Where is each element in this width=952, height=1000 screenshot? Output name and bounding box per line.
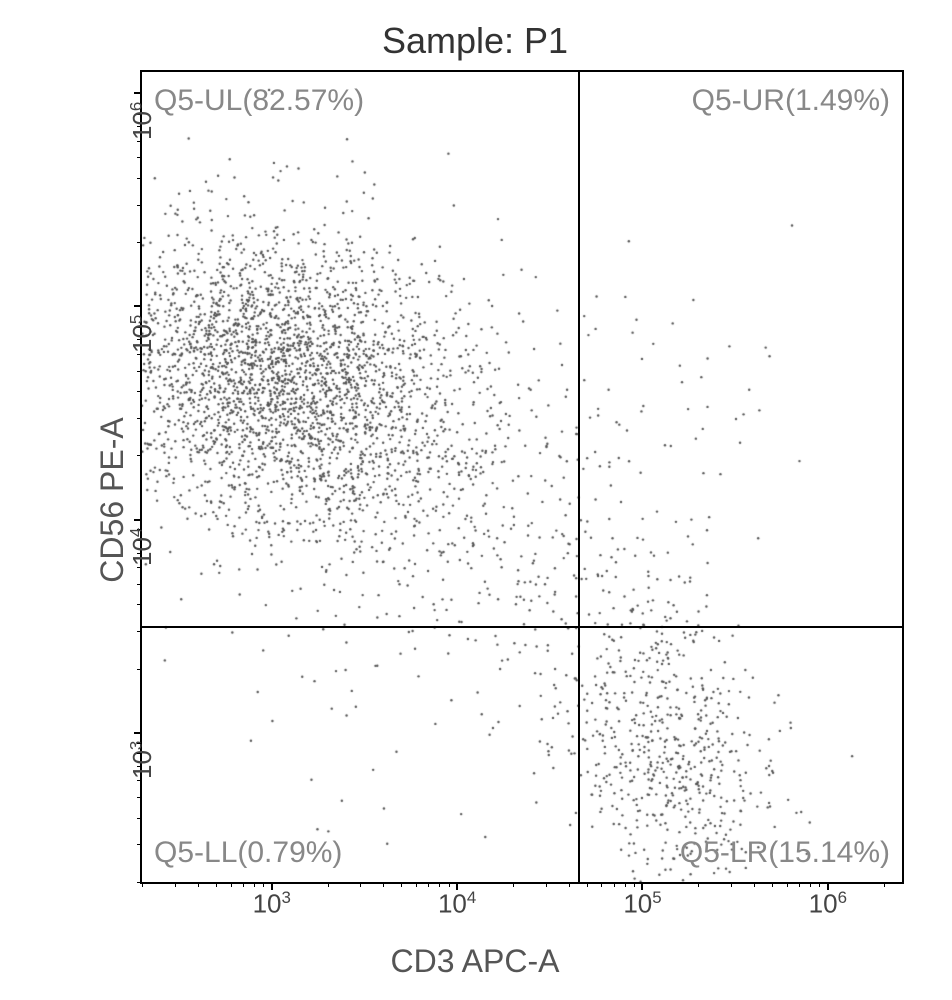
flow-cytometry-chart: Sample: P1 CD56 PE-A Q5-UL(82.57%) Q5-UR… bbox=[20, 20, 930, 980]
quadrant-label-ul: Q5-UL(82.57%) bbox=[154, 84, 364, 118]
quadrant-divider-horizontal bbox=[142, 626, 902, 628]
y-tick-label: 103 bbox=[126, 733, 158, 779]
y-tick-label: 104 bbox=[126, 520, 158, 566]
quadrant-divider-vertical bbox=[578, 72, 580, 882]
quadrant-label-ur: Q5-UR(1.49%) bbox=[692, 84, 890, 118]
chart-title: Sample: P1 bbox=[382, 20, 568, 62]
quadrant-label-lr: Q5-LR(15.14%) bbox=[680, 836, 890, 870]
x-axis-label: CD3 APC-A bbox=[391, 943, 560, 980]
y-tick-label: 105 bbox=[126, 306, 158, 352]
scatter-canvas bbox=[142, 72, 902, 882]
y-tick-label: 106 bbox=[126, 93, 158, 139]
plot-area: Q5-UL(82.57%) Q5-UR(1.49%) Q5-LL(0.79%) … bbox=[140, 70, 904, 884]
quadrant-label-ll: Q5-LL(0.79%) bbox=[154, 836, 342, 870]
